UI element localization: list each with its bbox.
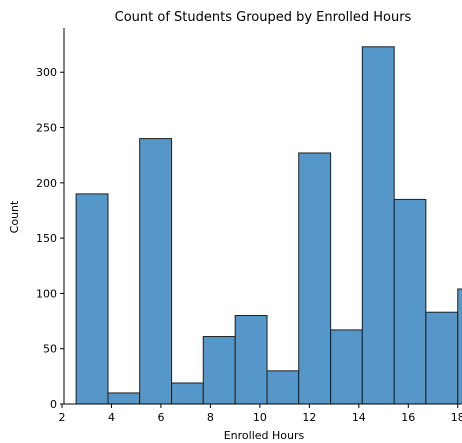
x-tick-label: 14 [352, 411, 366, 424]
histogram-bar-1 [107, 392, 141, 405]
y-tick-label: 300 [36, 66, 57, 79]
x-tick-label: 8 [207, 411, 214, 424]
x-tick-label: 10 [253, 411, 267, 424]
histogram-bar-10 [393, 198, 427, 405]
y-axis-label: Count [8, 200, 21, 233]
histogram-bar-8 [330, 329, 363, 405]
x-tick-label: 18 [451, 411, 462, 424]
histogram-bar-6 [266, 370, 300, 405]
x-axis: 2 4 6 8 10 12 14 16 18 [59, 404, 462, 424]
x-tick-label: 4 [108, 411, 115, 424]
y-axis: 0 50 100 150 200 250 300 [36, 66, 64, 411]
histogram-bar-2 [139, 138, 173, 405]
histogram-bar-4 [202, 336, 236, 405]
x-tick-label: 2 [59, 411, 66, 424]
histogram-bar-11 [425, 311, 459, 405]
y-tick-label: 100 [36, 287, 57, 300]
x-tick-label: 16 [401, 411, 415, 424]
histogram-bar-9 [361, 46, 395, 405]
histogram-bar-12 [457, 288, 462, 405]
x-tick-label: 6 [157, 411, 164, 424]
plot-area [75, 46, 462, 405]
y-tick-label: 0 [50, 398, 57, 411]
y-tick-label: 150 [36, 232, 57, 245]
histogram-bar-5 [234, 315, 268, 405]
histogram-bar-7 [298, 152, 332, 405]
histogram-bar-0 [75, 193, 109, 405]
histogram-bar-3 [171, 382, 204, 405]
chart-title: Count of Students Grouped by Enrolled Ho… [115, 10, 412, 25]
y-tick-label: 200 [36, 177, 57, 190]
y-tick-label: 50 [43, 343, 57, 356]
x-axis-label: Enrolled Hours [224, 429, 305, 442]
y-tick-label: 250 [36, 122, 57, 135]
x-tick-label: 12 [302, 411, 316, 424]
